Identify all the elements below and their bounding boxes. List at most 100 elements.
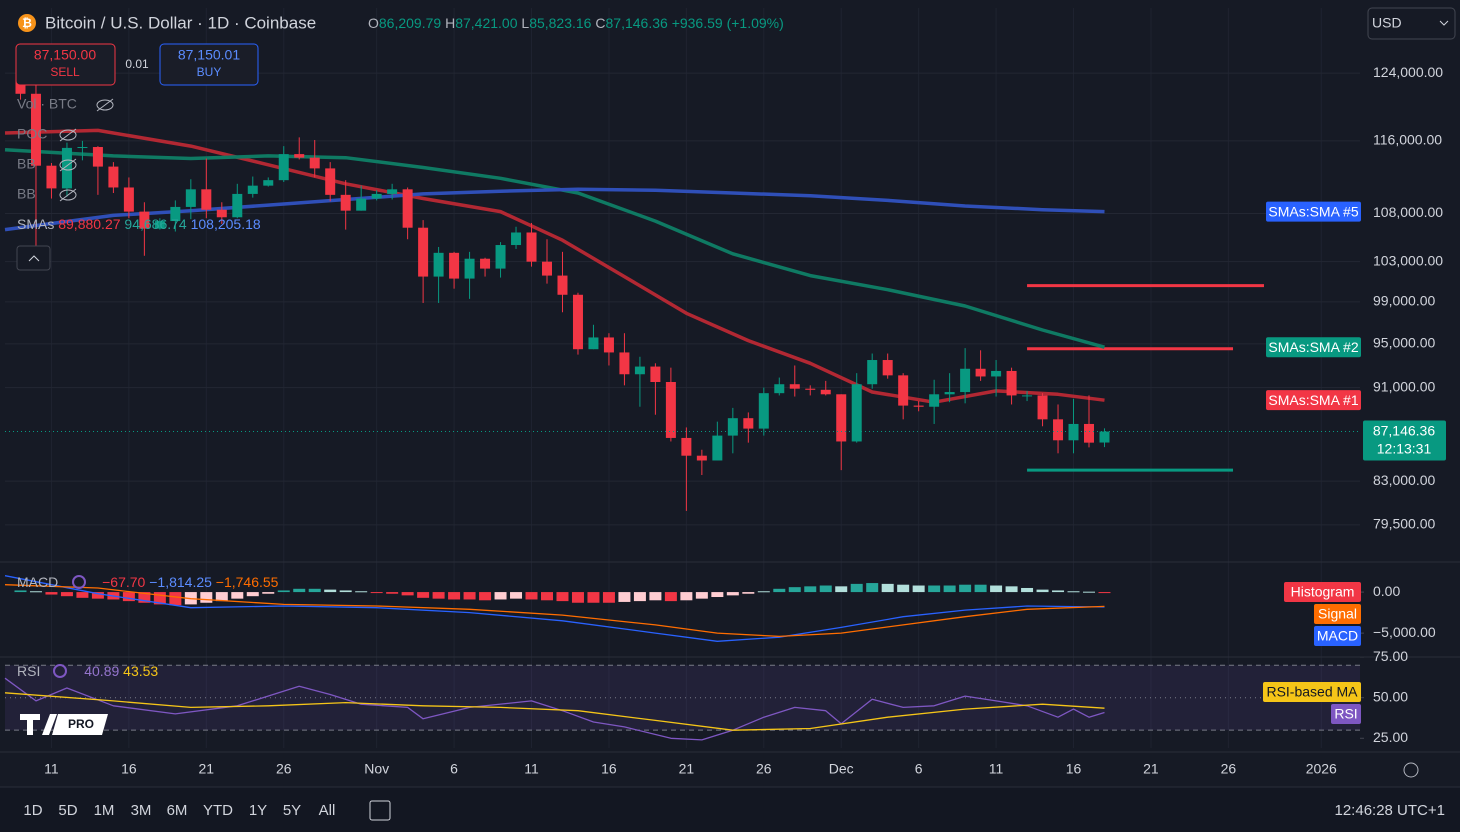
histogram-bar: [293, 588, 306, 593]
series-pill: [1266, 390, 1361, 411]
symbol-title: Bitcoin / U.S. Dollar · 1D · Coinbase: [45, 13, 316, 32]
histogram-bar: [541, 592, 553, 601]
histogram-bar: [633, 592, 646, 602]
ohlc-value: 87,421.00: [455, 15, 517, 31]
currency: USD: [1372, 15, 1402, 31]
candle-body: [681, 437, 692, 456]
candle-body: [309, 157, 320, 169]
last-price-pill: [1363, 420, 1446, 461]
eye-icon: [59, 159, 77, 171]
candle-body: [216, 209, 227, 218]
collapse-button[interactable]: [16, 245, 51, 271]
bottom-toolbar: [0, 787, 1460, 832]
series-pill-label: SMAs:SMA #1: [1268, 392, 1358, 408]
candle-body: [1099, 431, 1110, 443]
candle-body: [665, 381, 676, 438]
candle-body: [294, 154, 305, 158]
countdown: 12:13:31: [1377, 440, 1432, 456]
candle-body: [774, 384, 785, 394]
histogram-bar: [91, 592, 104, 599]
histogram-bar: [1098, 592, 1111, 594]
candle-body: [185, 189, 196, 207]
spread: 0.01: [125, 57, 149, 71]
series-pill-label: MACD: [1317, 628, 1358, 644]
histogram-bar: [788, 587, 801, 593]
series-pill: [1314, 604, 1361, 624]
histogram-bar: [556, 592, 569, 602]
legend-title: SMAs: [17, 216, 54, 232]
x-tick-label: Nov: [364, 761, 389, 777]
settings-icon[interactable]: [1403, 762, 1419, 778]
x-tick-label: 6: [450, 761, 458, 777]
range-button[interactable]: 1M: [94, 802, 115, 819]
histogram-bar: [215, 592, 228, 602]
legend-title: MACD: [17, 574, 58, 590]
candle-body: [340, 194, 351, 211]
candle-body: [789, 384, 800, 389]
range-button[interactable]: 6M: [167, 802, 188, 819]
range-button[interactable]: 5Y: [283, 802, 301, 819]
range-button[interactable]: 1D: [23, 802, 42, 819]
macd-legend: MACD −67.70 −1,814.25 −1,746.55: [17, 574, 279, 590]
histogram-bar: [510, 592, 523, 599]
candle-body: [542, 261, 552, 276]
series-pill-label: SMAs:SMA #2: [1268, 339, 1358, 355]
histogram-bar: [1067, 591, 1080, 593]
x-tick-label: 21: [679, 761, 695, 777]
range-button[interactable]: 3M: [131, 802, 152, 819]
legend-value: 89,880.27: [58, 216, 120, 232]
candle-body: [449, 252, 460, 279]
buy-button[interactable]: [159, 43, 259, 86]
histogram-bar: [1036, 589, 1049, 593]
histogram-bar: [76, 592, 89, 598]
histogram-bar: [370, 592, 383, 594]
candle-body: [805, 388, 816, 390]
rsi-legend: RSI 40.89 43.53: [17, 663, 158, 679]
range-button[interactable]: 5D: [58, 802, 77, 819]
legend-value: −1,746.55: [216, 574, 279, 590]
ohlc-label: O: [368, 15, 379, 31]
range-button[interactable]: All: [319, 802, 336, 819]
histogram-bar: [169, 592, 182, 606]
collapse-icon: [28, 255, 40, 262]
x-tick-label: 26: [756, 761, 772, 777]
legend-icon: [72, 575, 86, 589]
candle-body: [170, 206, 181, 222]
histogram-bar: [726, 592, 739, 596]
histogram-bar: [401, 592, 414, 596]
series-pill: [1266, 337, 1361, 358]
pro-text: PRO: [68, 717, 94, 731]
sell-button[interactable]: [15, 43, 116, 86]
candle-body: [944, 392, 955, 395]
series-pill: [1314, 626, 1361, 646]
y-tick-label: 95,000.00: [1373, 335, 1435, 351]
series-pill-label: Signal: [1318, 606, 1357, 622]
range-button[interactable]: 1Y: [249, 802, 267, 819]
candle-body: [92, 147, 103, 167]
series-pill: [1284, 582, 1361, 602]
pro-badge: [52, 714, 108, 735]
x-tick-label: 16: [601, 761, 617, 777]
indicator-name: BB: [17, 156, 36, 172]
sma-line: [4, 128, 1105, 404]
y-tick-label: 99,000.00: [1373, 293, 1435, 309]
legend-value: 108,205.18: [191, 216, 261, 232]
calendar-icon[interactable]: [369, 800, 391, 821]
legend-value: 94,686.74: [124, 216, 186, 232]
overlay: 11 16 21 26 Nov 6 11 16 21 26 Dec 6 11 16 21 26 2026 124,…: [17, 64, 1446, 777]
histogram-bar: [695, 592, 708, 599]
x-tick-label: 11: [44, 761, 59, 777]
range-button[interactable]: YTD: [203, 802, 233, 819]
rsi-band: [5, 665, 1360, 731]
histogram-bar: [448, 592, 461, 600]
candle-body: [1022, 395, 1033, 397]
histogram-bar: [200, 592, 213, 603]
currency-select[interactable]: [1367, 7, 1456, 40]
candle-body: [712, 435, 723, 461]
histogram-bar: [571, 592, 584, 603]
histogram-bar: [386, 592, 399, 594]
histogram-bar: [850, 583, 863, 593]
bitcoin-logo: [18, 14, 36, 32]
